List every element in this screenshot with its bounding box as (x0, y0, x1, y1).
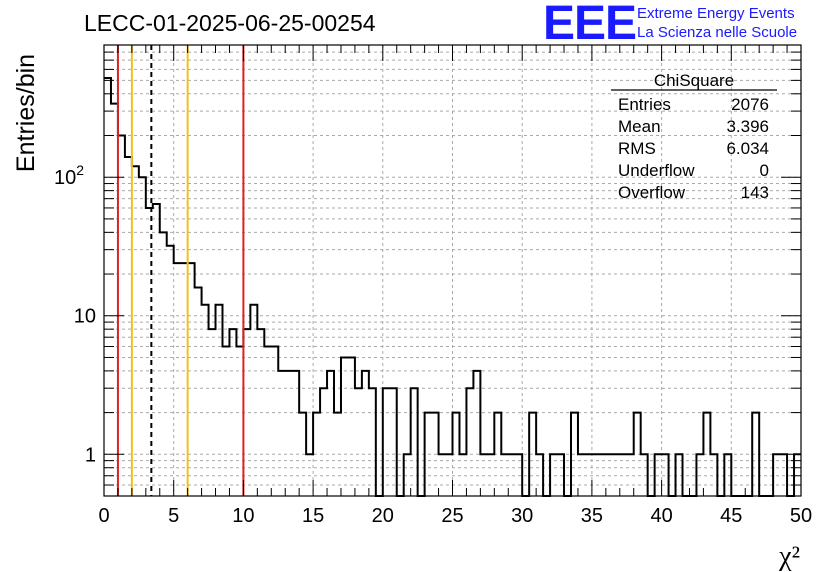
histogram-bin (132, 166, 139, 496)
histogram-bin (466, 388, 473, 496)
histogram-bin (222, 346, 229, 496)
axis-ticks: 0 5 10 15 20 25 30 35 40 45 50 1 10 102 (54, 44, 812, 527)
stats-row-value: 143 (741, 183, 769, 202)
histogram-bin (369, 388, 376, 496)
histogram-outline (104, 77, 801, 497)
stats-row-value: 0 (760, 161, 769, 180)
x-tick-label: 0 (98, 505, 109, 527)
eee-logo: EEE (543, 0, 637, 50)
stats-row-label: Overflow (618, 183, 686, 202)
stats-row-value: 2076 (731, 95, 769, 114)
histogram-bin (195, 287, 202, 496)
logo-subtitle-2: La Scienza nelle Scuole (637, 24, 798, 41)
stats-row-label: Entries (618, 95, 671, 114)
histogram-bin (355, 388, 362, 496)
histogram-bin (139, 177, 146, 496)
histogram-bin (348, 357, 355, 496)
histogram-bin (473, 371, 480, 496)
y-axis-label: Entries/bin (12, 54, 40, 172)
y-tick-label: 102 (54, 162, 84, 189)
histogram-bars (104, 77, 801, 497)
histogram-bin (104, 78, 111, 496)
x-tick-label: 20 (372, 505, 394, 527)
y-tick-label: 10 (74, 306, 96, 328)
stats-box-name: ChiSquare (654, 71, 734, 90)
stats-row-label: Underflow (618, 161, 695, 180)
x-tick-label: 40 (650, 505, 672, 527)
stats-row-label: Mean (618, 117, 661, 136)
histogram-bin (160, 232, 167, 496)
histogram-bin (411, 388, 418, 496)
reference-lines (116, 45, 245, 496)
x-tick-label: 15 (302, 505, 324, 527)
histogram-bin (320, 388, 327, 496)
histogram-title: LECC-01-2025-06-25-00254 (84, 10, 376, 36)
histogram-bin (390, 388, 397, 496)
histogram-bin (285, 371, 292, 496)
histogram-bin (236, 346, 243, 496)
histogram-bin (153, 204, 160, 496)
x-tick-label: 50 (790, 505, 812, 527)
histogram-bin (264, 346, 271, 496)
y-tick-label: 1 (85, 444, 96, 466)
logo-subtitle-1: Extreme Energy Events (637, 5, 795, 22)
stats-box: ChiSquare Entries 2076 Mean 3.396 RMS 6.034 Un… (611, 71, 777, 202)
x-tick-label: 10 (232, 505, 254, 527)
x-axis-label: χ² (778, 541, 800, 572)
stats-row-label: RMS (618, 139, 656, 158)
x-tick-label: 45 (720, 505, 742, 527)
x-tick-label: 30 (511, 505, 533, 527)
histogram-bin (327, 371, 334, 496)
histogram-bin (271, 346, 278, 496)
histogram-bin (362, 371, 369, 496)
histogram-bin (292, 371, 299, 496)
x-tick-label: 25 (441, 505, 463, 527)
x-tick-label: 5 (168, 505, 179, 527)
stats-row-value: 3.396 (726, 117, 769, 136)
histogram-bin (278, 371, 285, 496)
histogram-bin (111, 104, 118, 496)
stats-row-value: 6.034 (726, 139, 769, 158)
x-tick-label: 35 (581, 505, 603, 527)
histogram-bin (341, 357, 348, 496)
histogram-bin (383, 388, 390, 496)
